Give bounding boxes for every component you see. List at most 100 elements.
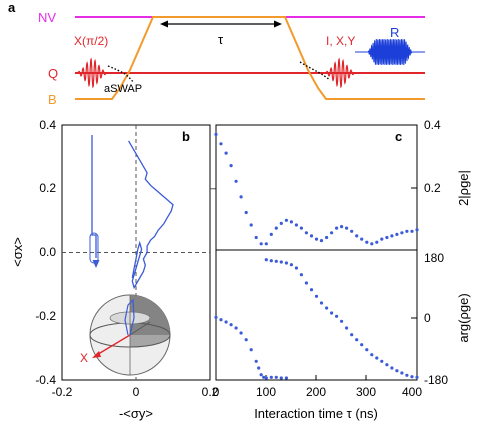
c-x-tick-label: 400 xyxy=(402,385,422,399)
c-top-point xyxy=(365,240,369,244)
c-bottom-y-axis-label: arg(ρge) xyxy=(456,293,471,342)
c-bottom-point xyxy=(244,338,248,342)
c-bottom-point xyxy=(365,348,369,352)
b-y-tick-label: 0.2 xyxy=(39,181,56,195)
c-top-point xyxy=(360,237,364,241)
x-pulse-label: X(π/2) xyxy=(74,34,108,48)
c-top-point xyxy=(254,235,258,240)
panel-c-frame xyxy=(215,124,418,381)
c-top-point xyxy=(395,232,399,236)
trajectory-line xyxy=(128,140,174,290)
arrow-down-icon xyxy=(92,260,100,268)
c-bottom-point xyxy=(274,259,278,263)
panel-b: b 0.4 0.2 0.0 -0.2 -0.4 -0.2 0 0.2 -<σy>… xyxy=(10,118,219,421)
b-trajectory xyxy=(128,140,174,290)
c-top-point xyxy=(289,220,293,224)
c-x-tick-label: 0 xyxy=(213,385,220,399)
c-bottom-point xyxy=(229,323,233,327)
c-top-point xyxy=(229,164,233,168)
q-label: Q xyxy=(48,66,58,81)
b-y-ticks: 0.4 0.2 0.0 -0.2 -0.4 xyxy=(35,118,56,387)
bloch-sphere-shade xyxy=(130,295,170,347)
c-bottom-point xyxy=(340,319,344,323)
c-bottom-y-tick-label: -180 xyxy=(424,373,448,387)
c-bottom-point xyxy=(405,373,409,377)
c-top-point xyxy=(325,235,329,240)
panel-a-label: a xyxy=(8,0,16,15)
c-bottom-point xyxy=(345,326,349,330)
c-top-point xyxy=(319,239,324,243)
c-bottom-point xyxy=(390,366,394,370)
b-y-axis-label: <σx> xyxy=(10,237,25,267)
c-bottom-point xyxy=(355,338,359,342)
c-x-axis-label: Interaction time τ (ns) xyxy=(254,406,378,421)
b-y-tick-label: 0.0 xyxy=(39,245,56,259)
c-top-point xyxy=(244,210,248,215)
bloch-trajectory xyxy=(124,298,135,336)
c-bottom-point xyxy=(335,314,339,318)
c-top-y-tick-label: 0.2 xyxy=(424,181,441,195)
c-top-point xyxy=(259,242,263,246)
c-top-point xyxy=(299,226,303,230)
c-bottom-point xyxy=(350,333,354,337)
c-bottom-point xyxy=(309,288,314,292)
c-bottom-point xyxy=(219,318,223,322)
bloch-y-axis xyxy=(129,321,151,336)
c-bottom-point xyxy=(294,266,298,270)
ixy-label: I, X,Y xyxy=(326,34,355,48)
arrow-diagram-loop xyxy=(89,232,99,264)
c-top-point xyxy=(330,231,334,235)
c-bottom-point xyxy=(325,306,329,310)
c-bottom-point xyxy=(249,348,253,352)
c-bottom-point xyxy=(264,376,268,380)
c-top-point xyxy=(264,242,268,246)
c-top-point xyxy=(219,142,223,146)
bloch-x-arrow-head xyxy=(92,351,101,358)
c-top-point xyxy=(405,229,409,233)
c-bottom-point xyxy=(314,294,319,298)
b-line xyxy=(75,16,425,100)
panel-b-label: b xyxy=(182,129,190,144)
c-top-point xyxy=(375,240,379,244)
c-bottom-point xyxy=(319,301,324,305)
c-top-point xyxy=(385,235,389,240)
c-bottom-point xyxy=(254,359,258,363)
c-bottom-point xyxy=(395,369,399,373)
readout-pulse-icon xyxy=(355,38,425,66)
c-bottom-point xyxy=(380,359,384,363)
arrow-left-head xyxy=(160,20,168,28)
c-top-point xyxy=(415,228,419,232)
c-bottom-point xyxy=(279,260,283,264)
c-top-point xyxy=(335,226,339,230)
c-top-point xyxy=(304,231,308,235)
c-bottom-point xyxy=(239,331,243,335)
c-bottom-point xyxy=(279,376,283,380)
c-bottom-point xyxy=(385,363,389,367)
c-top-point xyxy=(234,179,238,183)
c-top-point xyxy=(370,242,374,246)
c-bottom-point xyxy=(224,320,228,324)
c-bottom-point xyxy=(259,373,263,377)
c-top-point xyxy=(214,132,218,136)
nv-label: NV xyxy=(38,10,56,25)
c-top-point xyxy=(284,218,288,222)
c-bottom-point xyxy=(214,315,218,319)
c-bottom-y-tick-label: 0 xyxy=(424,311,431,325)
arrow-diagram-line xyxy=(91,135,97,258)
c-top-point xyxy=(355,234,359,238)
c-top-point xyxy=(279,221,283,225)
b-arrow-diagram xyxy=(89,135,100,268)
c-bottom-point xyxy=(269,375,273,379)
c-bottom-point xyxy=(410,375,414,379)
c-top-point xyxy=(314,237,319,241)
c-bottom-point xyxy=(375,356,379,360)
aswap-dotted-left xyxy=(107,65,135,84)
b-y-tick-label: -0.4 xyxy=(35,373,56,387)
c-top-point xyxy=(350,229,354,233)
bloch-x-axis xyxy=(94,334,131,357)
r-label: R xyxy=(390,25,399,40)
c-top-y-tick-label: 0.4 xyxy=(424,118,441,132)
b-x-axis-label: -<σy> xyxy=(119,406,153,421)
aswap-label: aSWAP xyxy=(104,83,142,95)
bloch-x-label: X xyxy=(80,351,88,365)
